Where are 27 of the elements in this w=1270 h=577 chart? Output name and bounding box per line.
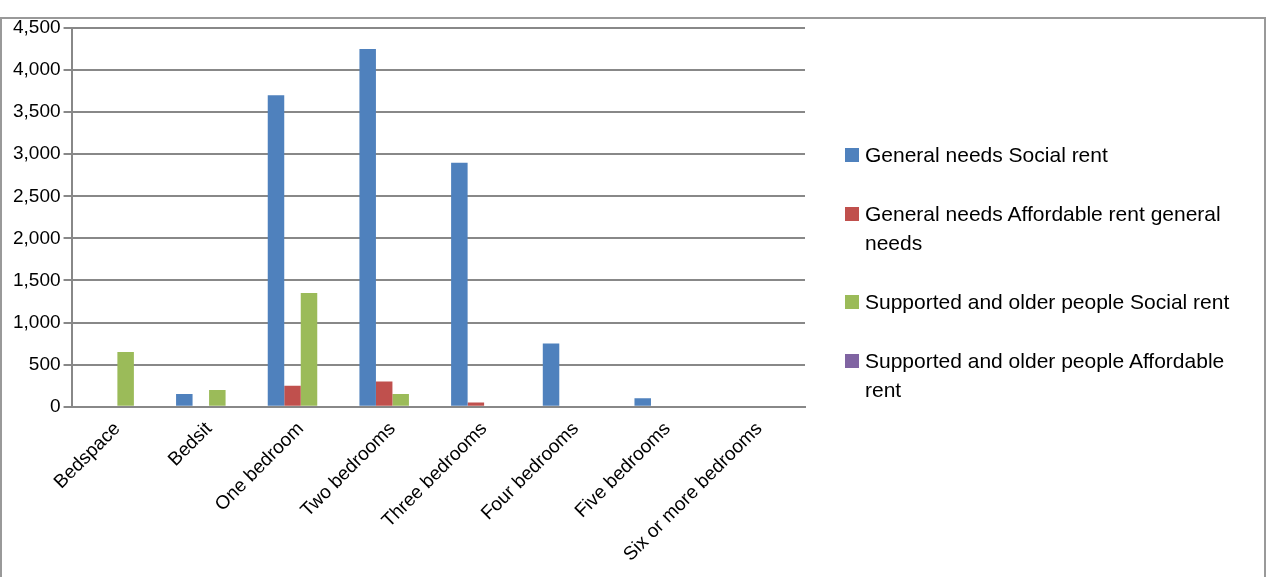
y-tick-label: 3,000 bbox=[13, 142, 61, 164]
bar bbox=[176, 394, 193, 406]
y-tick-label: 1,500 bbox=[13, 268, 61, 290]
bar bbox=[467, 402, 485, 406]
y-tick-label: 2,500 bbox=[13, 184, 61, 206]
y-tick-label: 4,500 bbox=[13, 16, 61, 38]
bar bbox=[117, 352, 134, 406]
bar bbox=[284, 385, 301, 406]
legend-label: Supported and older people Social rent bbox=[865, 289, 1230, 315]
bar bbox=[542, 343, 560, 406]
bar bbox=[209, 389, 226, 406]
y-tick-label: 3,500 bbox=[13, 100, 61, 122]
bar bbox=[451, 162, 468, 406]
legend-label: Supported and older people Affordable rent bbox=[865, 348, 1226, 403]
legend-label: General needs Affordable rent general needs bbox=[865, 201, 1222, 256]
y-tick-label: 500 bbox=[28, 352, 61, 374]
bar bbox=[392, 394, 409, 406]
y-tick-label: 4,000 bbox=[13, 58, 61, 80]
bar bbox=[634, 398, 651, 406]
bar bbox=[267, 95, 285, 406]
bar bbox=[300, 293, 318, 406]
y-tick-label: 1,000 bbox=[13, 310, 61, 332]
bar bbox=[359, 49, 376, 406]
y-tick-label: 2,000 bbox=[13, 226, 61, 248]
bar bbox=[375, 381, 393, 406]
legend-label: General needs Social rent bbox=[865, 142, 1108, 168]
y-tick-label: 0 bbox=[49, 394, 61, 416]
